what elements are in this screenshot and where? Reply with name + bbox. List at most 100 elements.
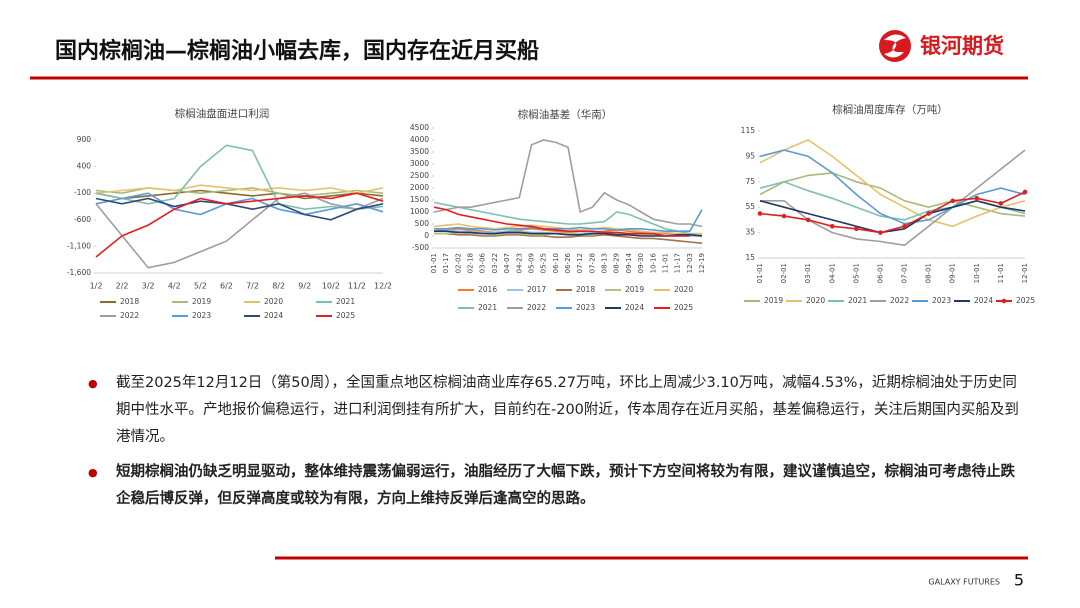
y-tick-label: -100: [74, 188, 91, 197]
data-point: [974, 196, 980, 201]
series-line: [95, 192, 384, 269]
data-point: [878, 230, 883, 235]
y-tick-label: -600: [74, 215, 91, 224]
x-tick-label: 04-01: [828, 263, 836, 283]
slide-title: 国内棕榈油—棕榈油小幅去库，国内存在近月买船: [55, 38, 539, 64]
series-line: [759, 149, 1026, 225]
bullet-text: 短期棕榈油仍缺乏明显驱动，整体维持震荡偏弱运行，油脂经历了大幅下跌，预计下方空间…: [88, 459, 1023, 513]
x-tick-label: 4/2: [168, 282, 181, 291]
x-tick-label: 10-16: [649, 252, 657, 273]
y-tick-label: 2500: [410, 171, 429, 180]
y-tick-label: 500: [415, 219, 430, 228]
x-tick-label: 06-01: [876, 263, 884, 283]
legend-label: 2018: [576, 285, 595, 294]
series-line: [433, 139, 703, 228]
x-tick-label: 12-19: [698, 253, 706, 273]
legend-label: 2023: [932, 296, 951, 305]
y-tick-label: 400: [77, 162, 92, 171]
series-line: [759, 199, 1026, 234]
legend-label: 2021: [848, 296, 867, 305]
data-point: [1022, 189, 1028, 195]
legend-label: 2025: [336, 311, 355, 320]
data-point: [902, 223, 907, 229]
legend-label: 2022: [527, 303, 546, 312]
legend-label: 2024: [974, 296, 993, 305]
chart-title: 棕榈油盘面进口利润: [175, 107, 270, 120]
legend-label: 2023: [192, 311, 211, 320]
data-point: [805, 217, 811, 223]
x-tick-label: 11-17: [674, 253, 682, 273]
x-tick-label: 04-23: [515, 253, 523, 273]
y-tick-label: 115: [741, 126, 756, 135]
x-tick-label: 03-01: [804, 263, 812, 283]
x-tick-label: 11-01: [661, 253, 669, 273]
y-tick-label: 1000: [410, 207, 429, 216]
legend-label: 2025: [674, 303, 693, 312]
x-tick-label: 09-14: [625, 252, 633, 273]
x-tick-label: 01-17: [442, 253, 450, 273]
y-tick-label: 1500: [410, 195, 429, 204]
legend-label: 2023: [576, 303, 595, 312]
x-tick-label: 08-29: [613, 253, 621, 273]
data-point: [926, 211, 931, 216]
data-point: [950, 198, 956, 204]
x-tick-label: 1/2: [90, 282, 103, 291]
x-tick-label: 04-07: [503, 253, 511, 273]
y-tick-label: 2000: [410, 183, 429, 192]
series-line: [95, 197, 384, 221]
legend-label: 2022: [890, 296, 909, 305]
legend-label: 2019: [764, 296, 783, 305]
x-tick-label: 3/2: [142, 282, 155, 291]
legend-label: 2017: [527, 285, 546, 294]
page-number: 5: [1014, 571, 1024, 590]
logo-icon: [879, 30, 911, 62]
x-tick-label: 10/2: [322, 282, 340, 291]
chart-title: 棕榈油周度库存（万吨）: [832, 103, 948, 116]
series-line: [434, 232, 703, 244]
x-tick-label: 05-01: [852, 263, 860, 283]
series-line: [760, 149, 1026, 247]
y-tick-label: 3500: [410, 147, 429, 156]
x-tick-label: 11-01: [997, 263, 1005, 283]
x-tick-label: 9/2: [298, 282, 311, 291]
x-tick-label: 07-28: [588, 253, 596, 273]
x-tick-label: 03-06: [479, 252, 487, 273]
legend-label: 2019: [625, 285, 644, 294]
x-tick-label: 07-12: [576, 253, 584, 273]
legend-label: 2021: [336, 297, 355, 306]
series-line: [759, 138, 1026, 228]
y-tick-label: 0: [424, 231, 429, 240]
y-tick-label: 4500: [410, 123, 429, 132]
x-tick-label: 09-01: [949, 263, 957, 283]
x-tick-label: 5/2: [194, 282, 207, 291]
x-tick-label: 12-01: [1021, 263, 1029, 283]
x-tick-label: 08-13: [601, 253, 609, 273]
x-tick-label: 03-22: [491, 253, 499, 273]
legend-label: 2016: [478, 285, 497, 294]
legend-label: 2021: [478, 303, 497, 312]
y-tick-label: 15: [745, 253, 755, 262]
series-line: [434, 209, 703, 232]
y-tick-label: 4000: [410, 135, 429, 144]
x-tick-label: 2/2: [116, 282, 129, 291]
y-tick-label: 95: [745, 151, 755, 160]
x-tick-label: 08-01: [925, 263, 933, 283]
legend-label: 2018: [120, 297, 139, 306]
legend-label: 2024: [264, 311, 283, 320]
y-tick-label: 35: [745, 228, 755, 237]
x-tick-label: 06-10: [552, 253, 560, 273]
y-tick-label: -1,600: [67, 268, 91, 277]
legend-label: 2024: [625, 303, 644, 312]
x-tick-label: 6/2: [220, 282, 233, 291]
data-point: [998, 201, 1004, 206]
series-line: [433, 206, 690, 237]
series-line: [95, 189, 384, 200]
legend-label: 2022: [120, 311, 139, 320]
series-line: [95, 184, 384, 195]
data-point: [757, 211, 763, 216]
series-line: [95, 192, 384, 216]
x-tick-label: 12/2: [374, 282, 392, 291]
series-line: [433, 201, 703, 237]
